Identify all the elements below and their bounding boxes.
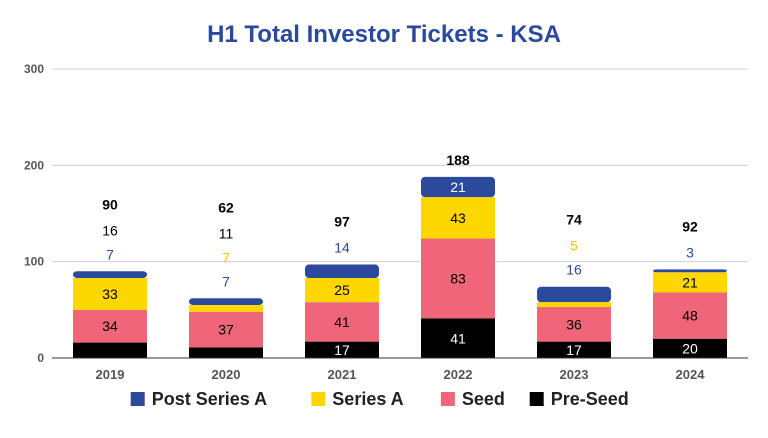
total-label: 97 — [334, 214, 350, 230]
data-label: 16 — [566, 262, 582, 278]
bar-segment-seed — [73, 309, 147, 343]
y-tick-label: 200 — [24, 158, 44, 172]
legend: Post Series A Series A Seed Pre-Seed — [130, 389, 629, 409]
data-label: 21 — [682, 274, 698, 290]
y-tick-label: 0 — [37, 351, 44, 365]
bar-segment-pre-seed — [537, 341, 611, 358]
total-label: 74 — [566, 212, 582, 228]
bar-segment-pre-seed — [189, 347, 263, 358]
bar-segment-post-series-a — [421, 176, 495, 198]
data-label: 5 — [570, 238, 578, 254]
legend-label: Seed — [462, 389, 505, 409]
data-label: 33 — [102, 286, 118, 302]
bar-segment-series-a — [653, 272, 727, 293]
data-label: 7 — [222, 273, 230, 289]
data-label: 36 — [566, 316, 582, 332]
bar-segment-series-a — [537, 302, 611, 307]
bars — [73, 176, 727, 358]
bar-segment-seed — [421, 238, 495, 319]
bar-segment-series-a — [73, 278, 147, 310]
x-tick-label: 2024 — [676, 367, 706, 382]
bar-segment-post-series-a — [305, 264, 379, 279]
total-label: 62 — [218, 199, 234, 215]
x-tick-label: 2019 — [96, 367, 125, 382]
data-label: 7 — [106, 246, 114, 262]
legend-swatch — [130, 392, 145, 406]
total-label: 188 — [446, 152, 470, 168]
total-label: 92 — [682, 218, 698, 234]
data-label: 37 — [218, 322, 234, 338]
x-tick-label: 2023 — [560, 367, 589, 382]
legend-label: Pre-Seed — [551, 389, 629, 409]
x-tick-label: 2021 — [328, 367, 357, 382]
data-label: 41 — [334, 314, 350, 330]
bar-segment-seed — [189, 311, 263, 348]
data-label: 25 — [334, 282, 350, 298]
legend-swatch — [440, 392, 455, 406]
data-labels: 16 34 33 7 90 11 37 7 7 62 17 41 25 14 97 41 83 43 21 188 17… — [102, 152, 698, 358]
bar-segment-seed — [305, 302, 379, 342]
legend-item: Pre-Seed — [529, 389, 629, 409]
bar-segment-seed — [537, 306, 611, 342]
x-tick-label: 2022 — [444, 367, 473, 382]
data-label: 14 — [334, 240, 350, 256]
bar-segment-pre-seed — [73, 342, 147, 358]
legend-swatch — [529, 392, 544, 406]
data-label: 17 — [566, 342, 582, 358]
total-label: 90 — [102, 196, 118, 212]
bar-segment-post-series-a — [73, 271, 147, 279]
bar-segment-post-series-a — [537, 286, 611, 303]
legend-label: Post Series A — [152, 389, 267, 409]
data-label: 43 — [450, 210, 466, 226]
bar-segment-pre-seed — [421, 318, 495, 358]
bar-segment-post-series-a — [189, 298, 263, 306]
bar-segment-pre-seed — [653, 338, 727, 358]
data-label: 20 — [682, 340, 698, 356]
data-label: 34 — [102, 318, 118, 334]
data-label: 21 — [450, 179, 466, 195]
y-tick-label: 300 — [24, 62, 44, 76]
x-tick-label: 2020 — [212, 367, 241, 382]
data-label: 3 — [686, 244, 694, 260]
data-label: 11 — [219, 225, 234, 241]
data-label: 7 — [222, 249, 230, 265]
data-label: 48 — [682, 308, 698, 324]
legend-item: Series A — [311, 389, 404, 409]
bar-segment-post-series-a — [653, 269, 727, 273]
bar-segment-series-a — [421, 197, 495, 239]
data-label: 17 — [334, 342, 350, 358]
data-label: 41 — [450, 330, 466, 346]
legend-label: Series A — [332, 389, 403, 409]
gridlines — [52, 68, 748, 359]
bar-segment-series-a — [305, 278, 379, 303]
data-label: 83 — [450, 271, 466, 287]
legend-item: Seed — [440, 389, 505, 409]
data-label: 16 — [102, 222, 118, 238]
bar-segment-pre-seed — [305, 341, 379, 358]
legend-item: Post Series A — [130, 389, 267, 409]
legend-swatch — [311, 392, 326, 406]
bar-segment-series-a — [189, 305, 263, 312]
chart-title: H1 Total Investor Tickets - KSA — [207, 21, 561, 48]
y-tick-label: 100 — [24, 255, 44, 269]
bar-segment-seed — [653, 292, 727, 339]
